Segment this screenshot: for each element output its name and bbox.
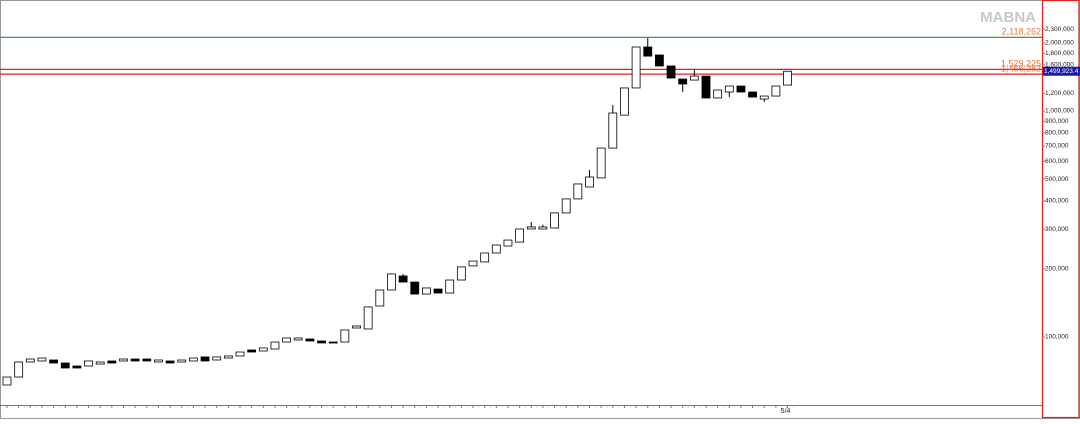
level-label: 2,118,262 xyxy=(1002,27,1041,37)
y-tick-label: 1,000,000 xyxy=(1045,108,1074,115)
candle-body xyxy=(235,351,245,357)
y-tick-label: 100,000 xyxy=(1045,334,1069,341)
y-tick-label: 400,000 xyxy=(1045,198,1069,205)
candle-body xyxy=(14,361,24,378)
candle-body xyxy=(468,260,478,267)
candle-body xyxy=(456,266,466,281)
candle-body xyxy=(154,359,163,363)
candle-body xyxy=(258,347,268,352)
candle-body xyxy=(247,349,257,353)
candle-body xyxy=(223,355,233,359)
candle-body xyxy=(72,365,82,369)
candle-body xyxy=(188,357,198,362)
candle-body xyxy=(363,306,373,330)
candle-body xyxy=(410,281,420,295)
watermark: MABNA xyxy=(980,9,1036,26)
candle-body xyxy=(387,273,396,291)
candle-body xyxy=(491,244,501,254)
candle-body xyxy=(340,329,350,343)
candle-body xyxy=(631,46,641,89)
y-tick-label: 500,000 xyxy=(1045,176,1069,183)
candle-body xyxy=(49,359,58,364)
candle-body xyxy=(305,338,315,342)
last-price-label: 1,499,923.4 xyxy=(1044,68,1079,75)
candle-body xyxy=(596,147,606,179)
y-tick-label: 200,000 xyxy=(1045,266,1069,273)
candle-body xyxy=(643,46,653,57)
y-tick-label: 2,300,000 xyxy=(1045,26,1074,33)
candle-body xyxy=(561,198,571,214)
candle-body xyxy=(84,360,93,367)
candle-body xyxy=(550,212,559,229)
candle-body xyxy=(328,341,338,344)
candle-body xyxy=(398,275,408,283)
candle-body xyxy=(689,75,699,81)
y-axis-frame xyxy=(1041,0,1080,419)
candle-body xyxy=(119,358,128,362)
candle-body xyxy=(37,357,47,362)
candle-body xyxy=(95,361,105,365)
candle-body xyxy=(317,340,326,344)
candle-body xyxy=(165,360,175,364)
candle-body xyxy=(142,358,152,362)
candle-body xyxy=(585,176,594,188)
candle-body xyxy=(433,288,443,294)
y-tick-label: 700,000 xyxy=(1045,143,1069,150)
candle-body xyxy=(724,85,734,93)
level-label: 1,529,225 xyxy=(1001,59,1041,69)
candle-body xyxy=(60,362,70,369)
candle-body xyxy=(783,70,792,86)
candle-body xyxy=(526,226,536,230)
y-tick-label: 900,000 xyxy=(1045,118,1069,125)
candle-body xyxy=(538,226,548,230)
candle-body xyxy=(445,279,455,294)
candle-body xyxy=(200,356,210,362)
candle-body xyxy=(25,358,35,363)
candle-body xyxy=(771,85,781,97)
y-tick-label: 1,200,000 xyxy=(1045,90,1074,97)
y-tick-label: 2,000,000 xyxy=(1045,40,1074,47)
y-tick-label: 1,600,000 xyxy=(1045,62,1074,69)
y-tick-label: 1,800,000 xyxy=(1045,50,1074,57)
candle-body xyxy=(293,337,303,341)
candle-body xyxy=(212,356,222,361)
candle-body xyxy=(515,228,524,243)
candle-body xyxy=(421,287,431,295)
candle-body xyxy=(177,359,187,363)
candle-body xyxy=(270,341,280,350)
candle-body xyxy=(713,89,723,99)
candle-body xyxy=(608,112,618,149)
candle-body xyxy=(759,95,769,100)
candle-body xyxy=(352,325,361,329)
candle-body xyxy=(655,54,664,67)
candle-body xyxy=(748,91,757,98)
candle-body xyxy=(107,360,117,364)
candle-body xyxy=(701,75,711,99)
level-label: 1,456,282 xyxy=(1001,64,1041,74)
x-tick-label: 5/4 xyxy=(781,408,791,415)
candle-body xyxy=(2,376,12,386)
candle-body xyxy=(282,337,292,343)
y-tick-label: 300,000 xyxy=(1045,226,1069,233)
candle-body xyxy=(620,87,629,116)
y-tick-label: 800,000 xyxy=(1045,130,1069,137)
candle-body xyxy=(736,85,746,93)
candle-body xyxy=(678,78,688,85)
candle-body xyxy=(573,183,583,200)
candle-body xyxy=(503,239,513,247)
candle-body xyxy=(130,358,140,362)
candle-body xyxy=(375,289,385,307)
last-price-box xyxy=(1043,66,1080,76)
candle-body xyxy=(666,65,676,79)
y-tick-label: 600,000 xyxy=(1045,158,1069,165)
candle-body xyxy=(480,252,490,263)
